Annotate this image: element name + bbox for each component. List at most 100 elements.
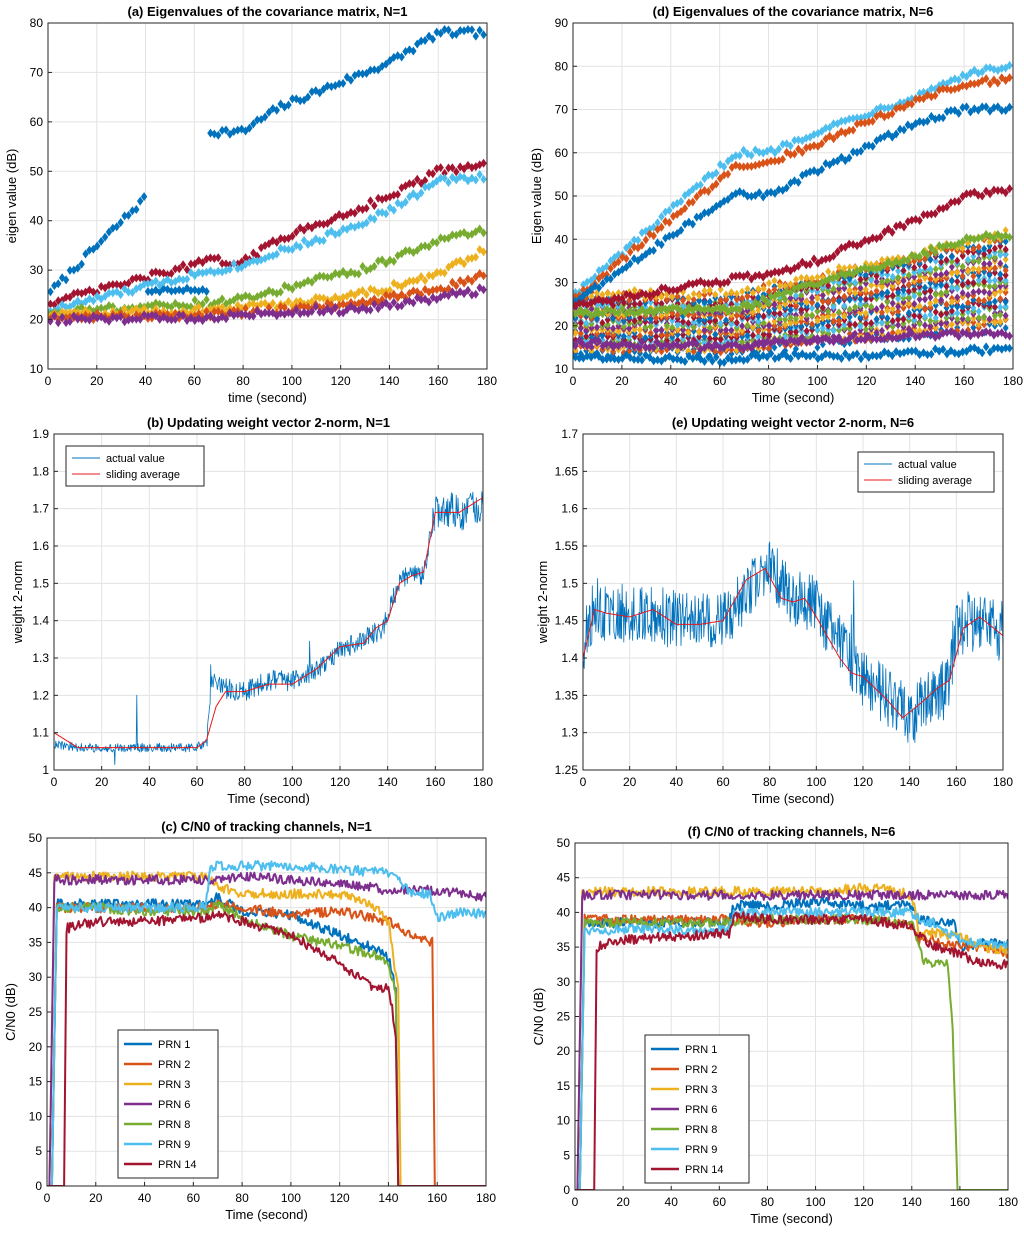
eigen-marker — [939, 328, 947, 338]
eigen-cloud-marker — [776, 314, 783, 323]
eigen-marker — [928, 83, 935, 93]
eigen-marker — [869, 233, 876, 243]
eigen-marker — [129, 288, 136, 298]
x-tick-label: 100 — [282, 775, 302, 789]
eigen-marker — [160, 312, 167, 322]
legend-label: PRN 3 — [685, 1084, 717, 1096]
eigen-marker — [273, 237, 280, 247]
eigen-marker — [900, 125, 908, 135]
eigen-cloud-marker — [819, 318, 826, 327]
x-tick-label: 0 — [580, 775, 587, 789]
series-line-prn-8 — [575, 913, 1008, 1190]
eigen-marker — [58, 300, 66, 310]
eigen-marker — [414, 245, 421, 255]
eigen-cloud-marker — [932, 265, 939, 274]
eigen-marker — [720, 278, 728, 288]
eigen-marker — [979, 76, 986, 86]
x-tick-label: 100 — [807, 374, 827, 388]
eigen-marker — [803, 133, 810, 143]
eigen-cloud-marker — [943, 318, 950, 327]
eigen-marker — [359, 69, 366, 79]
eigen-cloud-marker — [653, 326, 660, 335]
eigen-marker — [677, 225, 685, 235]
eigen-cloud-marker — [674, 292, 681, 301]
eigen-marker — [697, 212, 704, 222]
eigen-marker — [842, 349, 849, 359]
eigen-marker — [129, 314, 136, 324]
eigen-marker — [623, 289, 630, 299]
eigen-marker — [857, 334, 865, 344]
eigen-marker — [293, 297, 300, 307]
eigen-marker — [900, 331, 908, 341]
eigen-marker — [265, 308, 273, 318]
y-tick-label: 45 — [557, 871, 571, 885]
eigen-marker — [218, 302, 226, 312]
eigen-marker — [580, 298, 587, 308]
eigen-cloud-marker — [852, 320, 859, 329]
eigen-cloud-marker — [787, 318, 794, 327]
eigen-marker — [199, 268, 206, 278]
eigen-marker — [630, 254, 638, 264]
eigen-cloud-marker — [825, 321, 832, 330]
eigen-marker — [912, 346, 919, 356]
eigen-cloud-marker — [636, 331, 643, 340]
eigen-cloud-marker — [712, 334, 719, 343]
eigen-marker — [257, 299, 265, 309]
x-tick-label: 20 — [89, 1191, 103, 1205]
eigen-cloud-marker — [663, 331, 670, 340]
eigen-cloud-marker — [766, 321, 773, 330]
y-tick-label: 1.8 — [32, 464, 49, 478]
eigen-marker — [822, 333, 829, 343]
eigen-marker — [728, 304, 736, 314]
eigen-cloud-marker — [706, 334, 713, 343]
eigen-marker — [795, 338, 802, 348]
eigen-marker — [480, 174, 487, 184]
eigen-marker — [328, 82, 335, 92]
eigen-cloud-marker — [599, 290, 606, 299]
eigen-marker — [771, 267, 779, 277]
eigen-marker — [638, 240, 646, 250]
eigen-marker — [615, 257, 622, 267]
eigen-marker — [371, 201, 378, 211]
eigen-cloud-marker — [938, 257, 945, 266]
eigen-cloud-marker — [900, 303, 907, 312]
eigen-cloud-marker — [895, 288, 902, 297]
eigen-marker — [685, 198, 693, 208]
eigen-marker — [583, 351, 591, 361]
series-line-sliding-average — [583, 567, 1003, 719]
eigen-marker — [818, 139, 826, 149]
eigen-marker — [94, 241, 101, 251]
eigen-cloud-marker — [959, 280, 966, 289]
eigen-cloud-marker — [878, 326, 885, 335]
eigen-marker — [312, 301, 319, 311]
eigen-marker — [982, 102, 990, 112]
eigen-marker — [928, 92, 935, 102]
eigen-marker — [82, 249, 89, 259]
eigen-marker — [685, 188, 693, 198]
eigen-marker — [121, 284, 128, 294]
x-tick-label: 20 — [90, 374, 104, 388]
eigen-marker — [300, 225, 308, 235]
eigen-marker — [689, 279, 696, 289]
eigen-marker — [125, 287, 132, 297]
eigen-marker — [658, 305, 665, 315]
eigen-marker — [994, 78, 1002, 88]
eigen-marker — [732, 160, 739, 170]
eigen-marker — [339, 78, 347, 88]
eigen-marker — [55, 279, 62, 289]
eigen-marker — [347, 207, 355, 217]
eigen-marker — [460, 278, 468, 288]
eigen-marker — [748, 161, 755, 171]
eigen-marker — [634, 235, 642, 245]
eigen-marker — [634, 355, 642, 365]
eigen-marker — [924, 210, 931, 220]
eigen-cloud-marker — [948, 269, 955, 278]
eigen-marker — [951, 105, 959, 115]
legend-label: PRN 8 — [685, 1124, 717, 1136]
eigen-marker — [959, 103, 966, 113]
y-axis-label: C/N0 (dB) — [531, 988, 546, 1046]
eigen-cloud-marker — [895, 315, 902, 324]
eigen-marker — [97, 236, 105, 246]
eigen-marker — [994, 186, 1002, 196]
